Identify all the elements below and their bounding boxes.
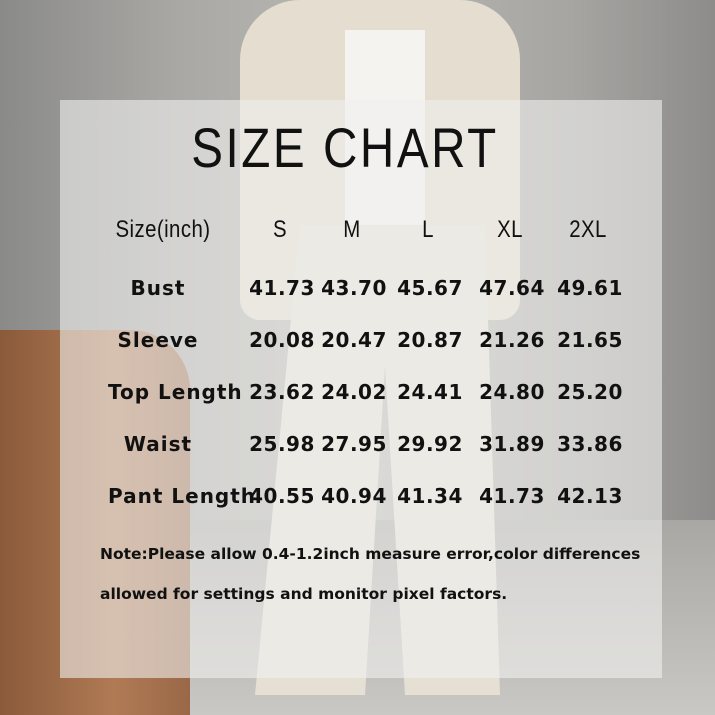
table-cell: 40.55	[249, 484, 315, 508]
row-label: Pant Length	[108, 484, 257, 508]
table-cell: 21.65	[557, 328, 623, 352]
size-chart-title: SIZE CHART	[191, 116, 499, 179]
table-cell: 41.34	[397, 484, 463, 508]
table-cell: 24.02	[321, 380, 387, 404]
table-cell: 20.47	[321, 328, 387, 352]
column-header: S	[272, 216, 288, 243]
table-cell: 47.64	[479, 276, 545, 300]
row-label: Top Length	[108, 380, 243, 404]
size-chart-panel	[60, 100, 662, 678]
column-header: XL	[497, 216, 523, 243]
table-cell: 24.80	[479, 380, 545, 404]
column-header: M	[343, 216, 361, 243]
table-cell: 20.08	[249, 328, 315, 352]
table-cell: 42.13	[557, 484, 623, 508]
table-cell: 41.73	[249, 276, 315, 300]
table-cell: 23.62	[249, 380, 315, 404]
row-label: Waist	[123, 432, 193, 456]
column-header: Size(inch)	[115, 216, 211, 243]
table-cell: 21.26	[479, 328, 545, 352]
table-cell: 20.87	[397, 328, 463, 352]
note-line-2: allowed for settings and monitor pixel f…	[100, 585, 508, 603]
table-cell: 24.41	[397, 380, 463, 404]
table-cell: 49.61	[557, 276, 623, 300]
table-cell: 45.67	[397, 276, 463, 300]
note-line-1: Note:Please allow 0.4-1.2inch measure er…	[100, 545, 641, 563]
table-cell: 27.95	[321, 432, 387, 456]
table-cell: 31.89	[479, 432, 545, 456]
table-cell: 43.70	[321, 276, 387, 300]
column-header: L	[422, 216, 434, 243]
table-cell: 25.20	[557, 380, 623, 404]
row-label: Bust	[130, 276, 186, 300]
table-cell: 33.86	[557, 432, 623, 456]
table-cell: 29.92	[397, 432, 463, 456]
table-cell: 40.94	[321, 484, 387, 508]
column-header: 2XL	[569, 216, 607, 243]
row-label: Sleeve	[117, 328, 199, 352]
table-cell: 41.73	[479, 484, 545, 508]
table-cell: 25.98	[249, 432, 315, 456]
